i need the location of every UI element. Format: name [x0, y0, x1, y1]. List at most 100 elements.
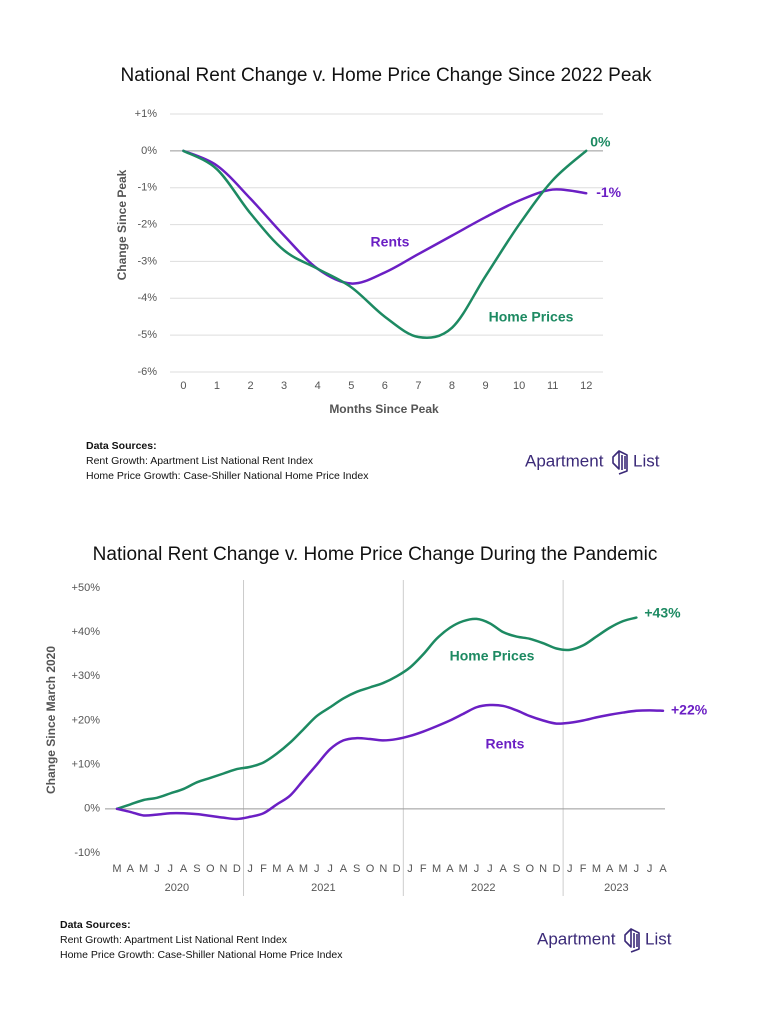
source-line: Rent Growth: Apartment List National Ren…: [60, 934, 288, 946]
x-group-label: 2022: [471, 882, 495, 894]
end-label: +22%: [671, 701, 708, 717]
x-tick-label: M: [459, 863, 468, 875]
x-tick-label: M: [592, 863, 601, 875]
logo-word: List: [645, 929, 672, 948]
x-tick-label: M: [139, 863, 148, 875]
x-tick-label: A: [127, 863, 135, 875]
x-tick-label: 12: [580, 380, 592, 392]
y-axis-title: Change Since March 2020: [44, 646, 58, 794]
logo-word: Apartment: [537, 929, 616, 948]
y-axis-title: Change Since Peak: [115, 169, 129, 280]
x-tick-label: 1: [214, 380, 220, 392]
y-tick-label: -5%: [137, 329, 157, 341]
x-tick-label: 5: [348, 380, 354, 392]
x-tick-label: F: [420, 863, 427, 875]
x-tick-label: 9: [482, 380, 488, 392]
chart: National Rent Change v. Home Price Chang…: [86, 65, 660, 482]
series-line: [115, 703, 665, 821]
x-tick-label: J: [567, 863, 573, 875]
x-tick-label: A: [606, 863, 614, 875]
x-tick-label: O: [206, 863, 215, 875]
series-line: [182, 149, 588, 339]
x-tick-label: 0: [180, 380, 186, 392]
x-tick-label: A: [286, 863, 294, 875]
logo-word: Apartment: [525, 451, 604, 470]
x-tick-label: 11: [547, 380, 558, 392]
x-tick-label: M: [432, 863, 441, 875]
chart-title: National Rent Change v. Home Price Chang…: [121, 65, 652, 86]
logo-icon: [624, 928, 640, 953]
x-tick-label: D: [393, 863, 401, 875]
x-tick-label: A: [340, 863, 348, 875]
x-tick-label: J: [407, 863, 413, 875]
x-tick-label: 10: [513, 380, 525, 392]
x-group-label: 2021: [311, 882, 335, 894]
series-line: [182, 149, 588, 285]
x-tick-label: A: [500, 863, 508, 875]
x-tick-label: O: [526, 863, 535, 875]
x-tick-label: A: [659, 863, 667, 875]
x-tick-label: M: [618, 863, 627, 875]
x-tick-label: 6: [382, 380, 388, 392]
x-tick-label: S: [513, 863, 520, 875]
y-tick-label: +20%: [72, 714, 101, 726]
x-tick-label: N: [539, 863, 547, 875]
x-tick-label: J: [487, 863, 493, 875]
x-tick-label: F: [580, 863, 587, 875]
x-tick-label: J: [247, 863, 253, 875]
x-tick-label: 7: [415, 380, 421, 392]
source-line: Home Price Growth: Case-Shiller National…: [60, 949, 343, 961]
x-tick-label: M: [272, 863, 281, 875]
y-tick-label: +30%: [72, 670, 101, 682]
x-tick-label: 8: [449, 380, 455, 392]
end-label: +43%: [644, 604, 681, 620]
x-axis-title: Months Since Peak: [329, 402, 439, 416]
x-tick-label: O: [366, 863, 375, 875]
y-tick-label: 0%: [141, 145, 157, 157]
end-label: -1%: [596, 184, 621, 200]
series-label: Home Prices: [450, 648, 535, 664]
y-tick-label: -4%: [137, 292, 157, 304]
series-line: [115, 616, 638, 811]
x-tick-label: D: [552, 863, 560, 875]
x-tick-label: M: [299, 863, 308, 875]
x-tick-label: J: [168, 863, 174, 875]
series-label: Rents: [371, 234, 410, 250]
chart: National Rent Change v. Home Price Chang…: [44, 544, 708, 961]
x-tick-label: J: [474, 863, 480, 875]
y-tick-label: +50%: [72, 582, 101, 594]
x-tick-label: 2: [247, 380, 253, 392]
y-tick-label: -10%: [74, 847, 100, 859]
x-tick-label: A: [180, 863, 188, 875]
x-tick-label: J: [154, 863, 160, 875]
x-tick-label: J: [314, 863, 320, 875]
x-tick-label: N: [220, 863, 228, 875]
x-tick-label: J: [647, 863, 653, 875]
series-label: Home Prices: [489, 309, 574, 325]
x-tick-label: J: [327, 863, 333, 875]
y-tick-label: 0%: [84, 803, 100, 815]
logo-word: List: [633, 451, 660, 470]
x-tick-label: S: [353, 863, 360, 875]
sources-heading: Data Sources:: [86, 440, 157, 452]
x-tick-label: A: [446, 863, 454, 875]
y-tick-label: -6%: [137, 366, 157, 378]
x-tick-label: 3: [281, 380, 287, 392]
x-tick-label: J: [634, 863, 640, 875]
x-tick-label: S: [193, 863, 200, 875]
x-tick-label: 4: [315, 380, 321, 392]
x-tick-label: M: [112, 863, 121, 875]
chart-title: National Rent Change v. Home Price Chang…: [93, 544, 658, 565]
y-tick-label: +40%: [72, 626, 101, 638]
logo-icon: [612, 450, 628, 475]
sources-heading: Data Sources:: [60, 919, 131, 931]
source-line: Home Price Growth: Case-Shiller National…: [86, 470, 369, 482]
x-tick-label: N: [379, 863, 387, 875]
y-tick-label: -1%: [137, 182, 157, 194]
series-label: Rents: [486, 736, 525, 752]
x-tick-label: F: [260, 863, 267, 875]
source-line: Rent Growth: Apartment List National Ren…: [86, 455, 314, 467]
x-group-label: 2020: [165, 882, 189, 894]
x-tick-label: D: [233, 863, 241, 875]
